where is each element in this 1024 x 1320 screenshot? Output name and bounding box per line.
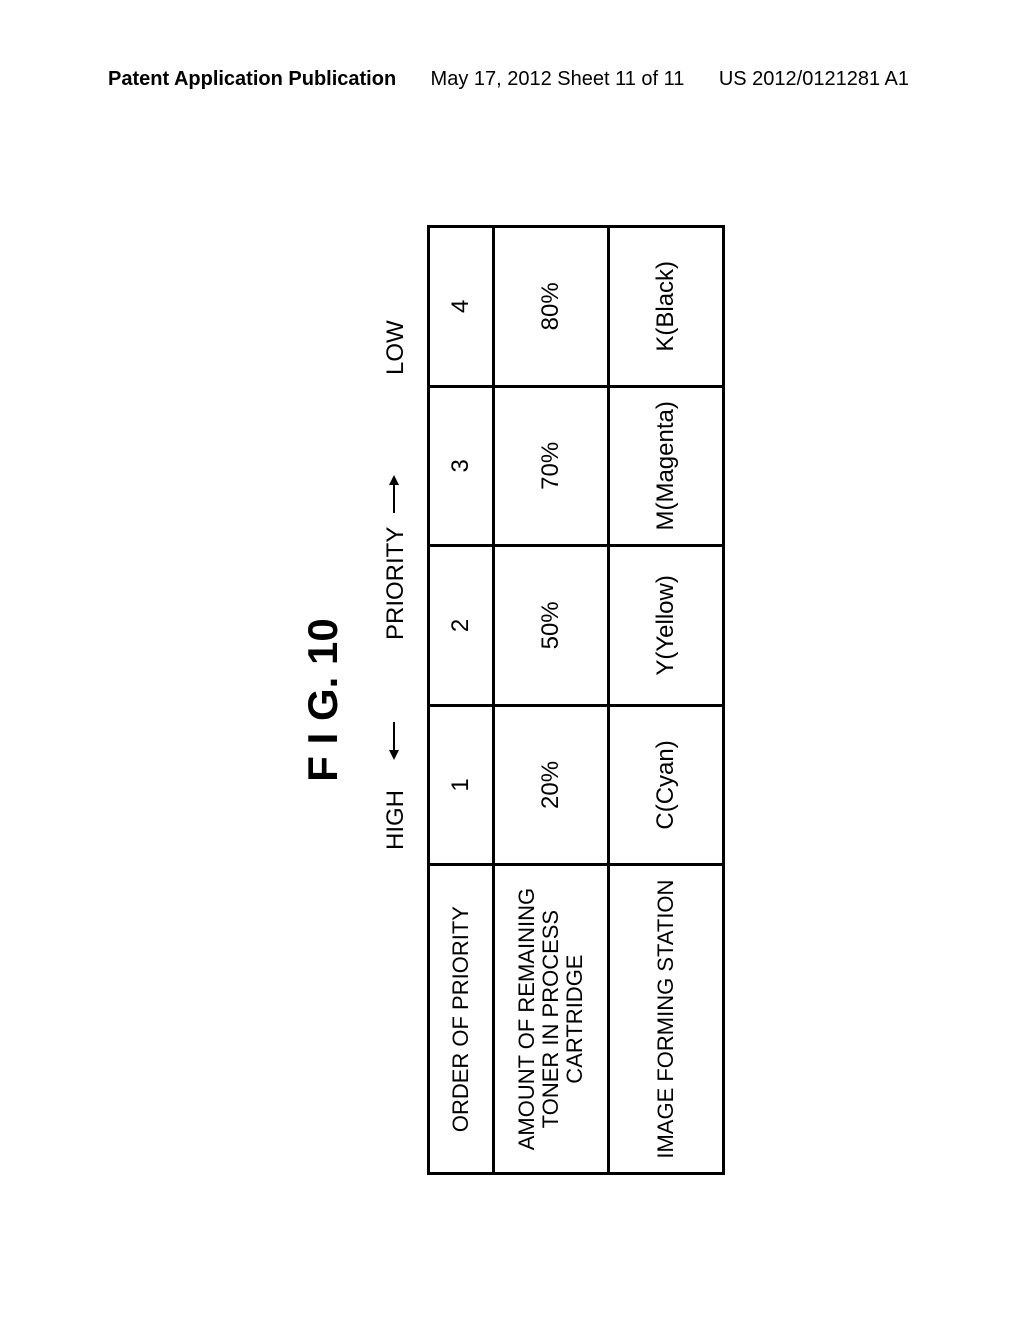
arrow-right-icon bbox=[382, 475, 405, 515]
row-header-station: IMAGE FORMING STATION bbox=[609, 865, 724, 1174]
toner-cell: 50% bbox=[494, 546, 609, 706]
row-header-toner: AMOUNT OF REMAINING TONER IN PROCESS CAR… bbox=[494, 865, 609, 1174]
header-right: US 2012/0121281 A1 bbox=[719, 68, 909, 91]
priority-label: PRIORITY bbox=[382, 527, 410, 640]
table-row: IMAGE FORMING STATION C(Cyan) Y(Yellow) … bbox=[609, 227, 724, 1174]
table-row: AMOUNT OF REMAINING TONER IN PROCESS CAR… bbox=[494, 227, 609, 1174]
toner-cell: 80% bbox=[494, 227, 609, 387]
row-header-priority: ORDER OF PRIORITY bbox=[429, 865, 494, 1174]
arrow-left-icon bbox=[382, 720, 405, 760]
header-left: Patent Application Publication bbox=[108, 68, 396, 91]
station-cell: C(Cyan) bbox=[609, 705, 724, 865]
priority-table: ORDER OF PRIORITY 1 2 3 4 AMOUNT OF REMA… bbox=[427, 225, 725, 1175]
high-label: HIGH bbox=[382, 790, 410, 850]
priority-cell: 3 bbox=[429, 386, 494, 546]
priority-cell: 2 bbox=[429, 546, 494, 706]
station-cell: Y(Yellow) bbox=[609, 546, 724, 706]
table-row: ORDER OF PRIORITY 1 2 3 4 bbox=[429, 227, 494, 1174]
station-cell: K(Black) bbox=[609, 227, 724, 387]
station-cell: M(Magenta) bbox=[609, 386, 724, 546]
figure-title: F I G. 10 bbox=[299, 225, 347, 1175]
toner-cell: 20% bbox=[494, 705, 609, 865]
header-center: May 17, 2012 Sheet 11 of 11 bbox=[431, 68, 685, 91]
priority-cell: 4 bbox=[429, 227, 494, 387]
low-label: LOW bbox=[382, 320, 410, 375]
figure-container: F I G. 10 HIGH PRIORITY LOW ORDER OF PRI… bbox=[299, 225, 725, 1175]
page-header: Patent Application Publication May 17, 2… bbox=[0, 68, 1024, 91]
priority-cell: 1 bbox=[429, 705, 494, 865]
toner-cell: 70% bbox=[494, 386, 609, 546]
